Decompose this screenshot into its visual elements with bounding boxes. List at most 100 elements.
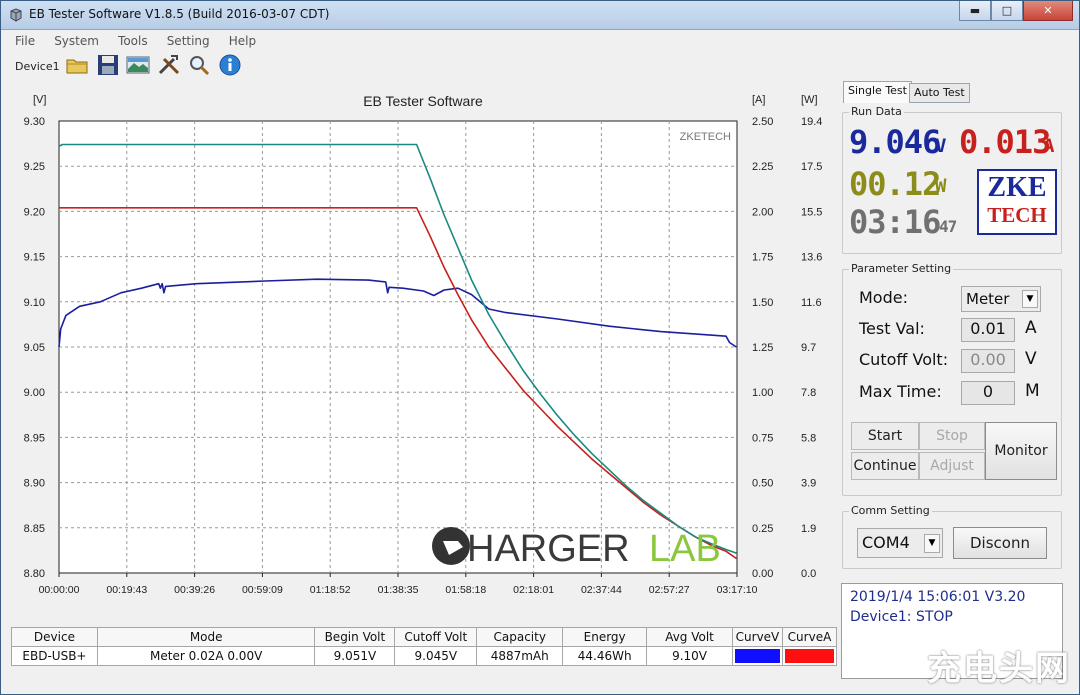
table-row[interactable]: EBD-USB+ Meter 0.02A 0.00V 9.051V 9.045V… <box>11 646 838 666</box>
menu-system[interactable]: System <box>54 34 99 48</box>
minimize-button[interactable]: ▬ <box>959 1 991 21</box>
volt-tick-label: 8.95 <box>24 432 45 444</box>
logo-zke: ZKE <box>987 172 1047 203</box>
volt-tick-label: 9.15 <box>24 252 45 264</box>
series-power <box>58 143 737 554</box>
series-curvev <box>58 278 737 348</box>
window-controls: ▬ □ ✕ <box>959 1 1073 21</box>
watt-tick-label: 15.5 <box>801 206 822 218</box>
curve-v-swatch[interactable] <box>731 646 783 666</box>
com-port-select[interactable]: COM4 ▼ <box>857 528 943 558</box>
chevron-down-icon[interactable]: ▼ <box>924 534 940 553</box>
x-tick-label: 02:18:01 <box>513 584 554 596</box>
x-tick-label: 02:57:27 <box>649 584 690 596</box>
header-curve-a: CurveA <box>781 627 838 647</box>
watt-tick-label: 17.5 <box>801 161 822 173</box>
x-tick-label: 01:18:52 <box>310 584 351 596</box>
chevron-down-icon[interactable]: ▼ <box>1022 290 1038 308</box>
volt-tick-label: 9.10 <box>24 297 45 309</box>
cutoff-volt-input[interactable]: 0.00 <box>961 349 1015 373</box>
maximize-button[interactable]: □ <box>991 1 1023 21</box>
watt-tick-label: 13.6 <box>801 252 822 264</box>
stop-button[interactable]: Stop <box>919 422 985 450</box>
chart-canvas: 9.30 9.25 9.20 9.15 9.10 9.05 9.00 8.95 8.90 8.85… <box>11 83 837 623</box>
adjust-button[interactable]: Adjust <box>919 452 985 480</box>
tools-icon[interactable] <box>156 53 182 77</box>
amp-tick-label: 2.00 <box>752 206 773 218</box>
toolbar: Device1 <box>1 51 1079 81</box>
x-tick-label: 01:58:18 <box>445 584 486 596</box>
lcd-voltage: 9.046 <box>849 123 941 161</box>
menu-setting[interactable]: Setting <box>166 34 210 48</box>
cell-device: EBD-USB+ <box>11 646 98 666</box>
cell-begin-volt: 9.051V <box>314 646 396 666</box>
disconn-button[interactable]: Disconn <box>953 527 1047 559</box>
comm-setting-group: Comm Setting COM4 ▼ Disconn <box>842 504 1062 569</box>
max-time-input[interactable]: 0 <box>961 381 1015 405</box>
info-icon[interactable] <box>217 53 243 77</box>
image-icon[interactable] <box>125 53 151 77</box>
amp-tick-label: 0.75 <box>752 432 773 444</box>
save-icon[interactable] <box>95 53 121 77</box>
watt-tick-label: 19.4 <box>801 116 822 128</box>
amp-tick-label: 1.00 <box>752 387 773 399</box>
title-bar[interactable]: EB Tester Software V1.8.5 (Build 2016-03… <box>1 1 1079 30</box>
max-time-label: Max Time: <box>859 382 942 401</box>
comm-setting-label: Comm Setting <box>849 504 932 517</box>
mode-select[interactable]: Meter ▼ <box>961 286 1041 312</box>
run-data-label: Run Data <box>849 105 904 118</box>
test-val-input[interactable]: 0.01 <box>961 318 1015 342</box>
table-header-row: Device Mode Begin Volt Cutoff Volt Capac… <box>11 627 838 647</box>
header-capacity: Capacity <box>476 627 564 647</box>
results-table: Device Mode Begin Volt Cutoff Volt Capac… <box>11 627 838 666</box>
window-title: EB Tester Software V1.8.5 (Build 2016-03… <box>29 7 330 21</box>
lcd-time: 03:16 <box>849 203 941 241</box>
watt-tick-label: 3.9 <box>801 478 816 490</box>
volt-axis-unit: [V] <box>33 94 46 106</box>
chart-area: 9.30 9.25 9.20 9.15 9.10 9.05 9.00 8.95 8.90 8.85… <box>11 83 837 623</box>
amp-tick-label: 1.25 <box>752 342 773 354</box>
volt-tick-label: 8.80 <box>24 568 45 580</box>
lcd-power: 00.12 <box>849 165 941 203</box>
cell-avg-volt: 9.10V <box>646 646 733 666</box>
com-port-value: COM4 <box>862 533 910 552</box>
parameter-setting-label: Parameter Setting <box>849 262 954 275</box>
x-tick-label: 00:59:09 <box>242 584 283 596</box>
chargerlab-text: HARGER <box>467 528 630 570</box>
amp-tick-label: 0.50 <box>752 478 773 490</box>
folder-icon[interactable] <box>64 53 90 77</box>
lcd-power-unit: W <box>935 175 946 197</box>
x-tick-label: 03:17:10 <box>717 584 758 596</box>
header-cutoff-volt: Cutoff Volt <box>394 627 478 647</box>
close-button[interactable]: ✕ <box>1023 1 1073 21</box>
tab-auto-test[interactable]: Auto Test <box>909 83 970 103</box>
app-icon <box>10 8 22 22</box>
header-device: Device <box>11 627 98 647</box>
monitor-button[interactable]: Monitor <box>985 422 1057 480</box>
watt-axis-unit: [W] <box>801 94 818 106</box>
logo-tech: TECH <box>987 203 1047 227</box>
header-begin-volt: Begin Volt <box>314 627 396 647</box>
continue-button[interactable]: Continue <box>851 452 919 480</box>
volt-tick-label: 8.90 <box>24 478 45 490</box>
right-panel: Single Test Auto Test Run Data 9.046 V 0… <box>839 81 1071 681</box>
cell-mode: Meter 0.02A 0.00V <box>96 646 316 666</box>
device-selector[interactable]: Device1 <box>15 60 60 73</box>
status-device: Device1: STOP <box>850 609 953 625</box>
volt-tick-label: 9.05 <box>24 342 45 354</box>
start-button[interactable]: Start <box>851 422 919 450</box>
volt-tick-label: 9.30 <box>24 116 45 128</box>
curve-a-swatch[interactable] <box>781 646 838 666</box>
tab-single-test[interactable]: Single Test <box>843 81 912 103</box>
amp-tick-label: 2.25 <box>752 161 773 173</box>
max-time-unit: M <box>1025 381 1040 401</box>
amp-tick-label: 1.50 <box>752 297 773 309</box>
volt-tick-label: 8.85 <box>24 523 45 535</box>
menu-tools[interactable]: Tools <box>118 34 148 48</box>
amp-tick-label: 1.75 <box>752 252 773 264</box>
watt-tick-label: 9.7 <box>801 342 816 354</box>
search-icon[interactable] <box>186 53 212 77</box>
menu-help[interactable]: Help <box>228 34 257 48</box>
cell-cutoff-volt: 9.045V <box>394 646 478 666</box>
menu-file[interactable]: File <box>15 34 36 48</box>
